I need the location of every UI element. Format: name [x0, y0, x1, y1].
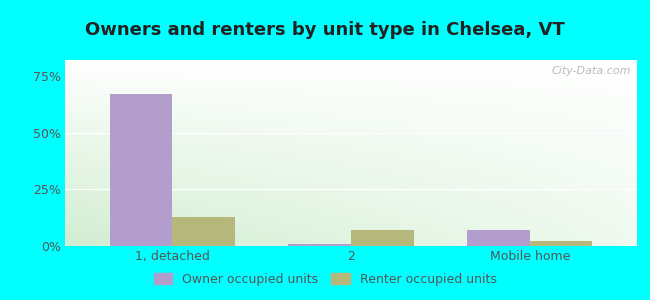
Text: City-Data.com: City-Data.com: [552, 66, 631, 76]
Bar: [351, 230, 413, 246]
Bar: [467, 230, 530, 246]
Bar: [172, 217, 235, 246]
Bar: [110, 94, 172, 246]
Legend: Owner occupied units, Renter occupied units: Owner occupied units, Renter occupied un…: [148, 268, 502, 291]
Bar: [289, 244, 351, 246]
Bar: [530, 242, 592, 246]
Text: Owners and renters by unit type in Chelsea, VT: Owners and renters by unit type in Chels…: [85, 21, 565, 39]
